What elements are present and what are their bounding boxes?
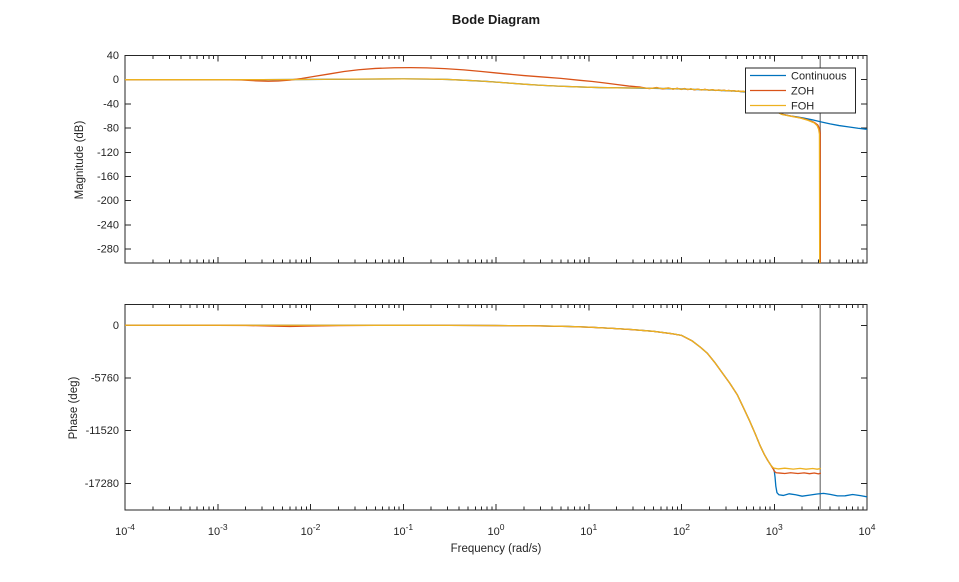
magnitude-y-axis-label: Magnitude (dB) xyxy=(74,121,86,200)
x-axis-label: Frequency (rad/s) xyxy=(451,543,542,555)
x-tick-label: 103 xyxy=(766,522,783,538)
x-tick-label: 10-1 xyxy=(393,522,413,538)
x-tick-label: 100 xyxy=(488,522,505,538)
phase-box xyxy=(124,304,868,511)
magnitude-y-tick-label: -160 xyxy=(97,171,119,183)
legend-label-continuous: Continuous xyxy=(791,71,847,83)
legend-label-zoh: ZOH xyxy=(791,86,814,98)
chart-title: Bode Diagram xyxy=(452,12,540,27)
magnitude-y-tick-label: 40 xyxy=(107,50,119,62)
phase-y-tick-label: -11520 xyxy=(86,425,119,437)
x-tick-label: 102 xyxy=(673,522,690,538)
legend: Continuous ZOH FOH xyxy=(745,67,856,114)
magnitude-y-tick-label: 0 xyxy=(113,74,119,86)
series-foh-magnitude xyxy=(125,78,821,263)
phase-y-tick-label: 0 xyxy=(113,320,119,332)
magnitude-y-tick-label: -240 xyxy=(97,219,119,231)
series-zoh-magnitude xyxy=(125,66,822,263)
phase-y-tick-label: -5760 xyxy=(91,372,119,384)
series-continuous-phase xyxy=(125,324,867,498)
magnitude-y-tick-label: -120 xyxy=(97,147,119,159)
phase-axes: 0 -5760 -11520 -17280 10-4 10-3 10-2 10-1 100 101… xyxy=(85,304,876,538)
magnitude-y-tick-label: -280 xyxy=(97,244,119,256)
magnitude-y-tick-label: -40 xyxy=(103,98,119,110)
x-tick-label: 104 xyxy=(859,522,876,538)
magnitude-y-tick-label: -200 xyxy=(97,195,119,207)
phase-y-axis-label: Phase (deg) xyxy=(68,377,80,440)
x-tick-label: 10-4 xyxy=(115,522,135,538)
phase-plot-area xyxy=(125,324,867,498)
phase-y-tick-label: -17280 xyxy=(85,478,119,490)
series-foh-phase xyxy=(125,324,822,470)
x-tick-label: 10-2 xyxy=(301,522,321,538)
x-tick-label: 101 xyxy=(580,522,597,538)
series-zoh-phase xyxy=(125,324,822,475)
x-tick-label: 10-3 xyxy=(208,522,228,538)
magnitude-y-tick-label: -80 xyxy=(103,123,119,135)
legend-label-foh: FOH xyxy=(791,101,814,113)
